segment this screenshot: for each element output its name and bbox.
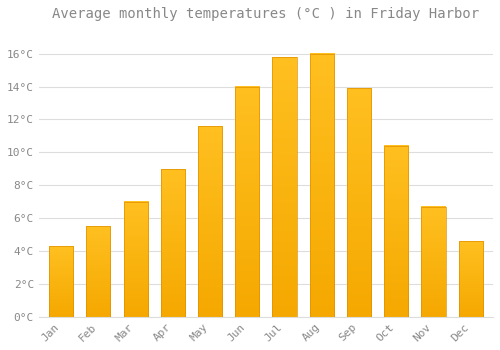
Bar xyxy=(160,169,185,317)
Bar xyxy=(422,206,446,317)
Bar xyxy=(49,246,73,317)
Bar xyxy=(235,86,260,317)
Bar xyxy=(458,241,483,317)
Bar xyxy=(272,57,296,317)
Bar xyxy=(198,126,222,317)
Bar xyxy=(124,202,148,317)
Bar xyxy=(384,146,408,317)
Bar xyxy=(347,88,371,317)
Bar xyxy=(86,226,110,317)
Title: Average monthly temperatures (°C ) in Friday Harbor: Average monthly temperatures (°C ) in Fr… xyxy=(52,7,480,21)
Bar xyxy=(310,54,334,317)
